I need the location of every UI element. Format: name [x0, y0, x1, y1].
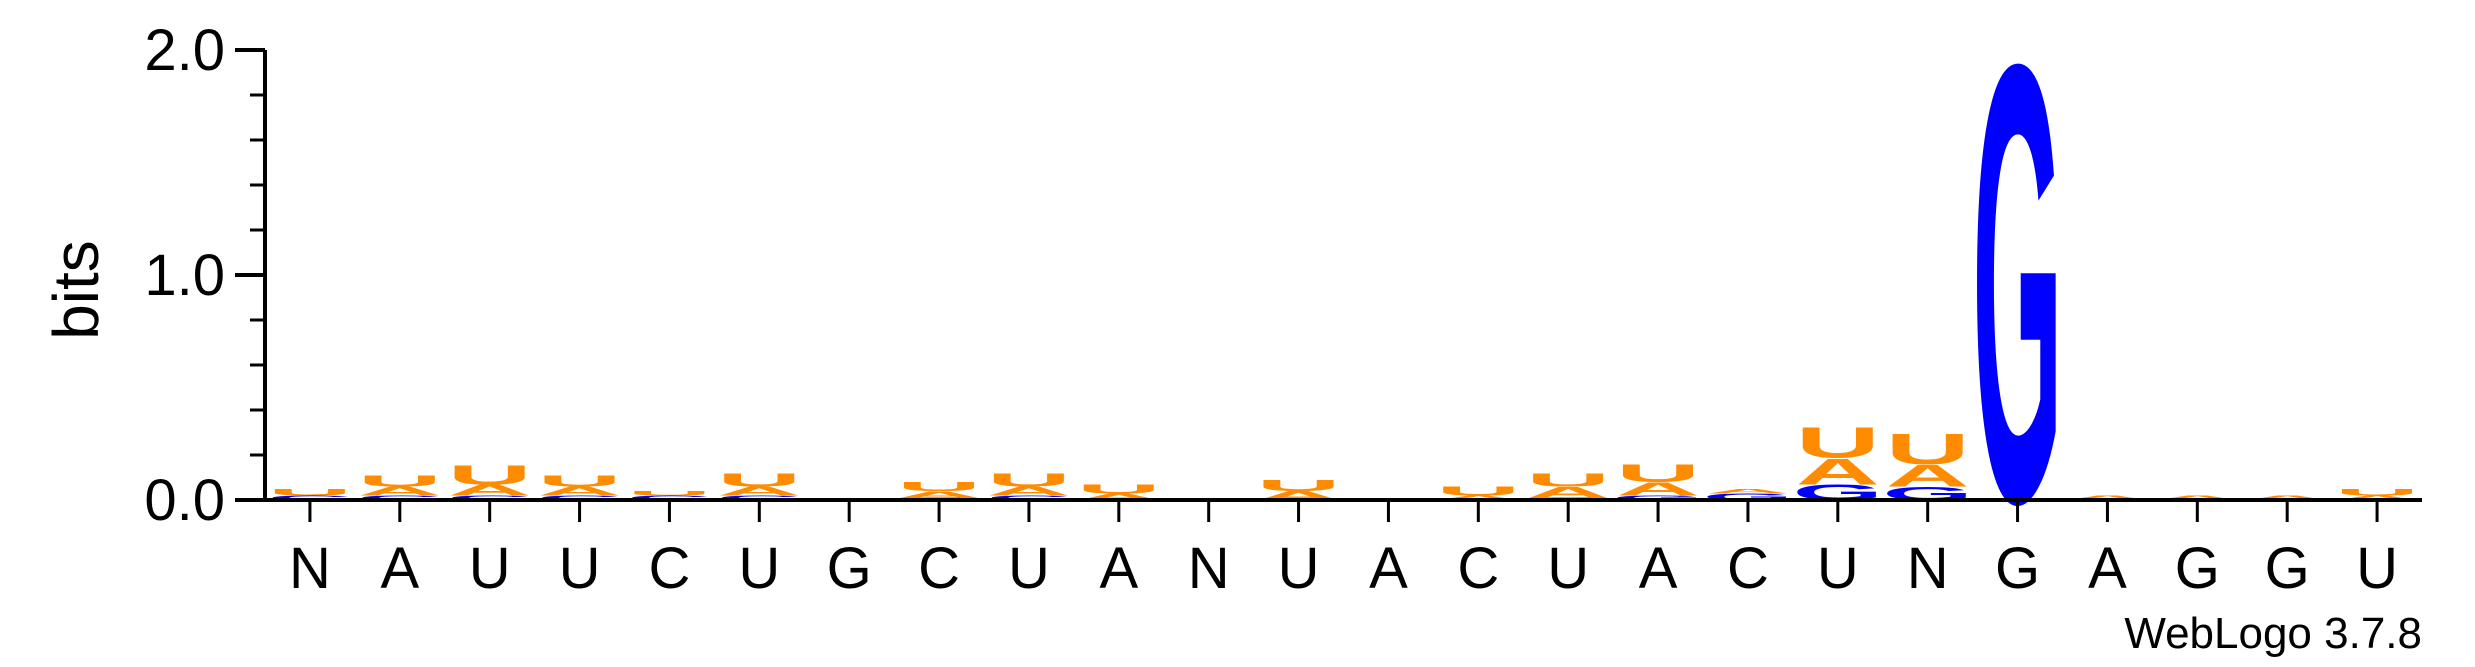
- x-tick-label: G: [1995, 536, 2040, 601]
- logo-letter-a: A: [897, 489, 981, 500]
- logo-column: A: [2065, 494, 2149, 501]
- logo-letter-u: U: [1256, 477, 1340, 494]
- logo-letter-u: U: [1796, 417, 1880, 466]
- logo-letter-a: A: [1526, 484, 1610, 501]
- logo-letter-a: A: [1077, 491, 1161, 502]
- x-tick-label: N: [1188, 536, 1230, 601]
- logo-letter-u: U: [717, 469, 801, 490]
- x-tick-label: N: [289, 536, 331, 601]
- logo-letter-a: A: [1796, 451, 1880, 493]
- x-tick-label: G: [827, 536, 872, 601]
- logo-letter-a: A: [1886, 459, 1970, 494]
- x-tick-label: U: [469, 536, 511, 601]
- logo-letter-c: C: [627, 494, 711, 501]
- logo-letter-u: U: [1436, 484, 1520, 498]
- x-tick-label: U: [1817, 536, 1859, 601]
- logo-letter-u: U: [448, 459, 532, 491]
- logo-column: CAU: [897, 480, 981, 501]
- logo-column: CU: [268, 487, 352, 501]
- logo-column: A: [2155, 494, 2239, 501]
- logo-column: AU: [1077, 482, 1161, 502]
- logo-letter-c: C: [987, 494, 1071, 501]
- logo-letter-a: A: [2335, 494, 2419, 501]
- x-tick-label: A: [380, 536, 419, 601]
- logo-letter-c: C: [268, 494, 352, 501]
- logo-column: AU: [1436, 484, 1520, 501]
- logo-column: CAU: [537, 472, 621, 501]
- x-tick-label: A: [2088, 536, 2127, 601]
- logo-column: A: [2245, 494, 2329, 501]
- logo-letter-a: A: [1436, 494, 1520, 501]
- logo-letter-a: A: [358, 484, 442, 498]
- x-tick-label: A: [1369, 536, 1408, 601]
- weblogo-credit: WebLogo 3.7.8: [2124, 609, 2422, 658]
- logo-column: CAU: [448, 459, 532, 502]
- y-tick-label: 1.0: [144, 243, 225, 308]
- x-tick-label: U: [2356, 536, 2398, 601]
- logo-column: CAU: [717, 469, 801, 501]
- y-axis: 0.0 1.0 2.0: [144, 18, 267, 533]
- x-tick-label: U: [1547, 536, 1589, 601]
- logo-letter-c: C: [537, 494, 621, 501]
- x-tick-label: G: [2265, 536, 2310, 601]
- logo-column: CAU: [358, 472, 442, 501]
- logo-letter-u: U: [627, 490, 711, 497]
- logo-letter-g: G: [1972, 0, 2063, 633]
- logo-column: AU: [2335, 487, 2419, 501]
- x-tick-label: C: [648, 536, 690, 601]
- logo-column: CAU: [987, 469, 1071, 501]
- logo-letter-u: U: [1616, 459, 1700, 487]
- x-tick-label: A: [1639, 536, 1678, 601]
- logo-letter-stacks: CUCAUCAUCAUCUCAUCAUCAUAUAUAUCAUGAUGAGAUG…: [268, 0, 2419, 633]
- x-tick-label: U: [1278, 536, 1320, 601]
- x-tick-label: U: [559, 536, 601, 601]
- logo-letter-u: U: [2335, 487, 2419, 498]
- logo-letter-a: A: [2065, 494, 2149, 501]
- logo-letter-u: U: [358, 472, 442, 489]
- logo-letter-u: U: [987, 469, 1071, 490]
- logo-letter-c: C: [358, 494, 442, 501]
- logo-letter-a: A: [1616, 478, 1700, 499]
- logo-letter-u: U: [1526, 469, 1610, 490]
- logo-letter-u: U: [897, 480, 981, 494]
- logo-letter-g: G: [1613, 494, 1704, 501]
- logo-column: CAU: [1526, 469, 1610, 501]
- x-tick-label: G: [2175, 536, 2220, 601]
- x-tick-label: U: [738, 536, 780, 601]
- logo-column: CU: [627, 490, 711, 501]
- logo-letter-u: U: [1077, 482, 1161, 496]
- x-tick-label: A: [1099, 536, 1138, 601]
- logo-letter-a: A: [448, 481, 532, 498]
- x-tick-label: C: [918, 536, 960, 601]
- logo-letter-u: U: [537, 472, 621, 489]
- logo-letter-g: G: [1703, 491, 1794, 502]
- logo-column: GAU: [1793, 417, 1884, 504]
- logo-letter-c: C: [717, 494, 801, 501]
- logo-letter-u: U: [1886, 424, 1970, 473]
- x-tick-label: N: [1907, 536, 1949, 601]
- logo-letter-a: A: [537, 484, 621, 498]
- logo-column: GAU: [1613, 459, 1704, 501]
- logo-letter-c: C: [448, 494, 532, 501]
- y-tick-label: 0.0: [144, 468, 225, 533]
- y-tick-label: 2.0: [144, 18, 225, 83]
- logo-letter-a: A: [1706, 488, 1790, 495]
- logo-letter-a: A: [987, 484, 1071, 498]
- logo-letter-u: U: [268, 487, 352, 498]
- x-tick-label: C: [1727, 536, 1769, 601]
- logo-letter-a: A: [717, 484, 801, 498]
- logo-letter-a: A: [2155, 494, 2239, 501]
- y-axis-label: bits: [40, 240, 112, 340]
- x-tick-label: U: [1008, 536, 1050, 601]
- logo-column: GAU: [1882, 424, 1973, 504]
- logo-column: G: [1972, 0, 2063, 633]
- logo-letter-a: A: [2245, 494, 2329, 501]
- x-tick-label: C: [1457, 536, 1499, 601]
- logo-column: GA: [1703, 488, 1794, 502]
